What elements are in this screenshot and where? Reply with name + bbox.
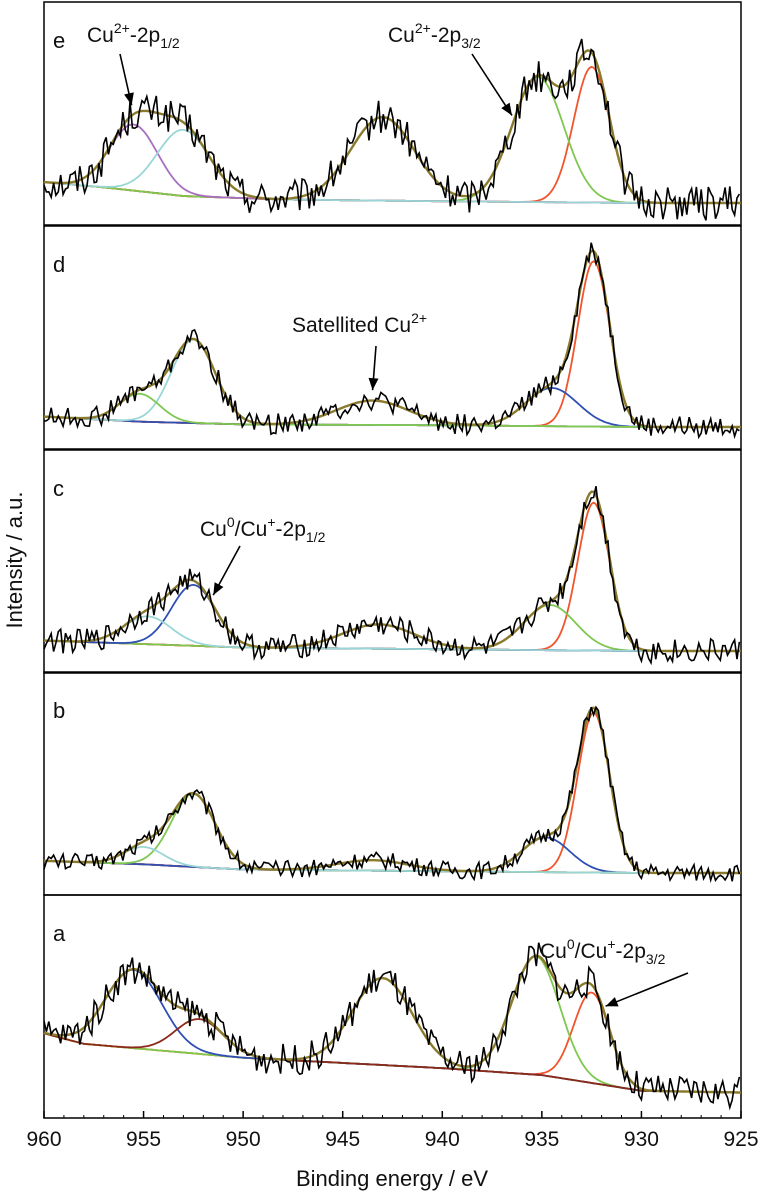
raw-data-line (43, 705, 741, 884)
annotation-label: Satellited Cu2+ (292, 310, 427, 337)
panel-frame (43, 225, 742, 450)
peak-cu_p12_d (43, 1018, 741, 1094)
envelope-line (44, 490, 741, 653)
annotation-label: Cu2+-2p1/2 (87, 20, 180, 51)
panel-label: d (53, 252, 65, 277)
peak-cu_p12_b (44, 615, 741, 652)
panel-frame (43, 894, 742, 1119)
x-axis-label: Binding energy / eV (296, 1166, 488, 1191)
peak-cu_p12_b (43, 846, 741, 874)
panel-label: a (53, 921, 66, 946)
annotation-arrow-head (124, 92, 134, 106)
x-tick-label: 930 (624, 1128, 659, 1151)
x-axis: 960 955 950 945 940 935 930 925 (26, 1111, 759, 1151)
annotation-label: Cu0/Cu+-2p1/2 (200, 514, 326, 545)
peak-cu2_p32 (43, 711, 741, 874)
y-axis-label: Intensity / a.u. (2, 492, 27, 629)
annotation-arrow-head (213, 582, 224, 596)
panel-label: b (53, 698, 65, 723)
x-tick-label: 955 (126, 1128, 161, 1151)
peak-cu2_p32 (44, 501, 741, 652)
envelope-line (43, 249, 741, 429)
peak-cu2_p32_shoulder (43, 75, 741, 204)
x-tick-label: 935 (524, 1128, 559, 1151)
annotation-arrow-line (605, 972, 689, 1007)
x-tick-label: 960 (26, 1128, 61, 1151)
panel-c: c Cu0/Cu+-2p1/2 (43, 449, 742, 674)
panel-b: b (43, 671, 742, 896)
annotation-arrow-head (368, 377, 379, 391)
annotation-label: Cu0/Cu+-2p3/2 (540, 936, 666, 967)
background-line (43, 1032, 741, 1094)
x-tick-label: 945 (325, 1128, 360, 1151)
annotation-label: Cu2+-2p3/2 (388, 20, 481, 51)
annotation-arrow-head (501, 102, 512, 116)
annotation-arrow-line (471, 53, 513, 116)
x-tick-label: 925 (723, 1128, 758, 1151)
x-tick-label: 940 (425, 1128, 460, 1151)
peak-cu2_p32 (43, 65, 741, 204)
panel-frame (43, 449, 742, 674)
panel-frame (43, 1, 742, 226)
panel-label: c (53, 476, 64, 501)
raw-data-line (43, 242, 740, 440)
x-tick-label: 950 (226, 1128, 261, 1151)
envelope-line (43, 49, 741, 205)
raw-data-line (43, 38, 741, 221)
raw-data-line (43, 942, 741, 1111)
peak-cu2_p32 (43, 260, 741, 428)
panel-label: e (53, 28, 65, 53)
panel-e: e Cu2+-2p1/2 Cu2+-2p3/2 (43, 1, 742, 226)
annotation-arrow-head (605, 997, 619, 1007)
panels-layer: e Cu2+-2p1/2 Cu2+-2p3/2 d Satellited Cu2+ c Cu… (43, 1, 742, 1119)
panel-d: d Satellited Cu2+ (43, 225, 742, 450)
peak-cu_p12_b (43, 128, 741, 204)
panel-a: a Cu0/Cu+-2p3/2 (43, 894, 742, 1119)
raw-data-line (43, 486, 741, 666)
peak-cu2_p32_shoulder (43, 392, 741, 428)
